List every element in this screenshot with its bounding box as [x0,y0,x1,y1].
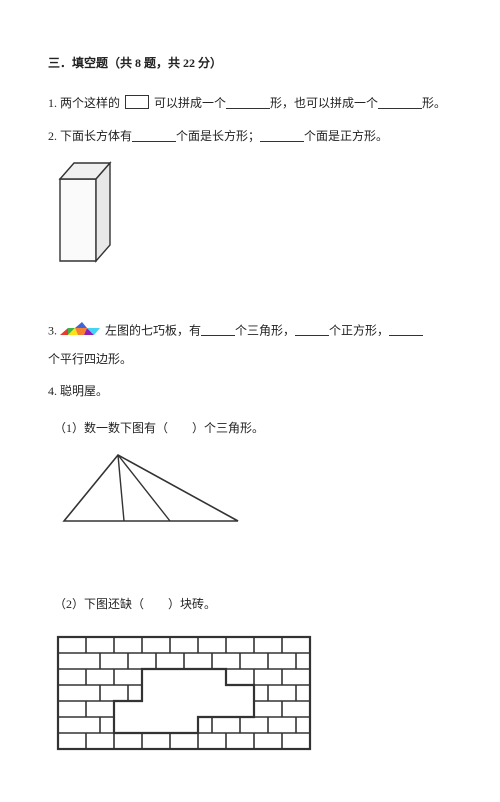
tangram-icon [60,317,102,346]
blank [295,323,329,336]
blank [378,96,422,109]
brick-wall-svg [54,633,314,753]
q4-2-text: （2）下图还缺（ ）块砖。 [54,597,216,611]
blank [201,323,235,336]
q1-text-b: 可以拼成一个 [154,96,226,110]
q3-text-e: 个平行四边形。 [48,352,132,366]
q3-text-c: 个三角形， [235,323,295,337]
q3-text-d: 个正方形， [329,323,389,337]
question-4: 4. 聪明屋。 [48,378,452,404]
small-rectangle-icon [125,95,149,109]
section-header: 三．填空题（共 8 题，共 22 分） [48,50,452,76]
question-1: 1. 两个这样的 可以拼成一个 形，也可以拼成一个 形。 [48,90,452,116]
q2-text-a: 2. 下面长方体有 [48,129,132,143]
q2-text-b: 个面是长方形； [176,129,260,143]
question-2: 2. 下面长方体有 个面是长方形； 个面是正方形。 [48,123,452,149]
blank [132,129,176,142]
q2-text-c: 个面是正方形。 [304,129,388,143]
question-3: 3. 左图的七巧板，有 个三角形， 个正方形， [48,317,452,346]
triangle-figure [54,449,452,538]
cuboid-figure [54,157,452,276]
q1-text-d: 形。 [422,96,446,110]
blank [260,129,304,142]
blank [226,96,270,109]
q3-text-b: 左图的七巧板，有 [105,323,201,337]
worksheet-page: 三．填空题（共 8 题，共 22 分） 1. 两个这样的 可以拼成一个 形，也可以… [0,0,500,802]
q3-text-a: 3. [48,323,57,337]
question-3-line2: 个平行四边形。 [48,346,452,372]
question-4-1: （1）数一数下图有（ ）个三角形。 [54,415,452,441]
blank [389,323,423,336]
q1-text-c: 形，也可以拼成一个 [270,96,378,110]
brick-wall-figure [54,633,452,762]
question-4-2: （2）下图还缺（ ）块砖。 [54,591,452,617]
triangle-svg [54,449,244,529]
q1-text-a: 1. 两个这样的 [48,96,120,110]
cuboid-svg [54,157,124,267]
q4-1-text: （1）数一数下图有（ ）个三角形。 [54,421,264,435]
q4-text: 4. 聪明屋。 [48,384,108,398]
